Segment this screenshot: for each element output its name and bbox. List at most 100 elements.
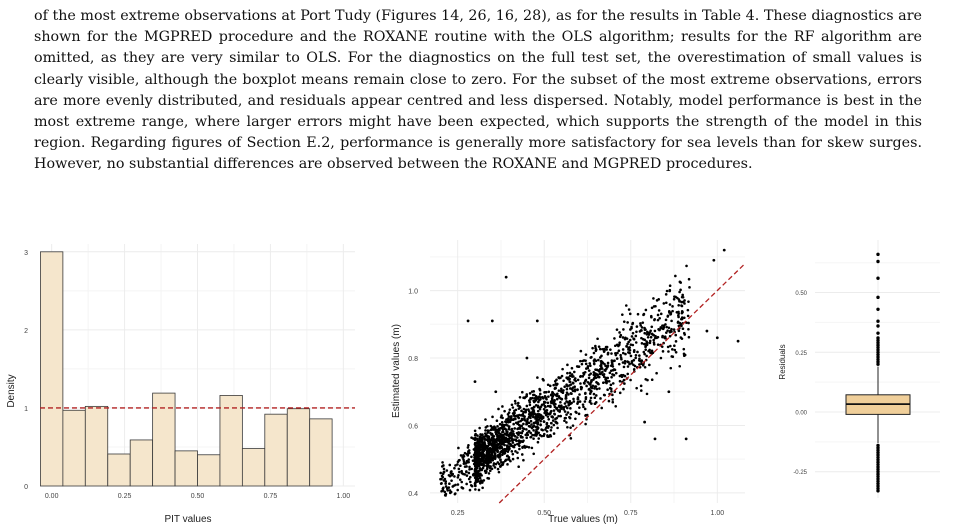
scatter-point: [466, 460, 470, 464]
scatter-point: [542, 407, 546, 411]
scatter-point: [609, 348, 612, 351]
scatter-point: [569, 392, 573, 395]
scatter-point: [645, 340, 648, 343]
scatter-point: [503, 409, 506, 413]
scatter-point: [552, 409, 556, 412]
scatter-point: [473, 441, 477, 445]
scatter-point: [610, 390, 613, 393]
scatter-point: [517, 439, 521, 442]
scatter-point: [499, 464, 502, 468]
scatter-point: [584, 422, 587, 426]
scatter-point: [614, 404, 618, 408]
scatter-point: [628, 362, 631, 366]
scatter-point: [566, 363, 569, 367]
scatter-point: [525, 428, 528, 431]
box-outlier-point: [876, 465, 880, 469]
scatter-point: [513, 409, 516, 413]
scatter-point: [488, 466, 492, 470]
scatter-point: [505, 420, 508, 424]
box-outlier-point: [876, 345, 880, 350]
scatter-point: [490, 319, 494, 323]
scatter-point: [491, 441, 494, 445]
scatter-point: [682, 352, 686, 356]
hist-x-tick-label: 0.75: [264, 493, 278, 500]
scatter-point: [643, 331, 647, 335]
scatter-point: [490, 426, 494, 429]
scatter-point: [576, 398, 580, 401]
scatter-point: [588, 362, 592, 365]
scatter-point: [666, 314, 670, 318]
scatter-point: [525, 436, 529, 440]
scatter-point: [473, 467, 477, 471]
scatter-point: [705, 329, 709, 333]
box-outlier-point: [876, 448, 880, 452]
scatter-point: [571, 424, 575, 427]
scatter-point: [476, 434, 479, 437]
scatter-point: [687, 277, 691, 281]
scatter-point: [532, 437, 535, 440]
scatter-point: [528, 403, 532, 407]
scatter-point: [518, 447, 521, 451]
scatter-point: [456, 488, 460, 492]
scatter-point: [677, 315, 680, 319]
scatter-point: [652, 305, 656, 308]
scatter-point: [460, 469, 463, 473]
scatter-point: [668, 329, 672, 333]
scatter-point: [650, 332, 654, 336]
scatter-point: [521, 445, 524, 449]
scatter-identity-line: [498, 263, 746, 504]
scatter-point: [643, 365, 647, 369]
scatter-point: [587, 376, 591, 380]
scatter-point: [474, 474, 478, 478]
scatter-point: [588, 373, 591, 377]
scatter-point: [514, 450, 517, 453]
scatter-point: [584, 391, 587, 395]
scatter-point: [578, 400, 582, 403]
scatter-point: [686, 314, 690, 318]
scatter-point: [470, 455, 473, 459]
scatter-point: [442, 479, 446, 482]
scatter-point: [528, 425, 532, 428]
scatter-point: [510, 415, 513, 418]
scatter-point: [639, 384, 643, 388]
box-outlier-point: [876, 295, 880, 300]
scatter-point: [535, 428, 538, 432]
scatter-point: [576, 396, 580, 399]
scatter-point: [597, 358, 600, 362]
scatter-point: [568, 380, 572, 384]
scatter-point: [584, 362, 588, 366]
scatter-point: [492, 462, 496, 465]
scatter-point: [522, 422, 525, 426]
scatter-point: [639, 389, 643, 392]
scatter-point: [618, 379, 622, 383]
scatter-point: [557, 404, 561, 408]
scatter-point: [540, 434, 543, 438]
scatter-point: [621, 361, 625, 364]
scatter-point: [571, 375, 574, 378]
scatter-point: [559, 414, 562, 418]
scatter-point: [588, 399, 592, 403]
scatter-point: [681, 327, 685, 331]
scatter-point: [558, 409, 562, 412]
scatter-point: [598, 347, 602, 351]
scatter-point: [632, 363, 635, 367]
scatter-point: [687, 321, 690, 325]
box-outlier-point: [876, 467, 880, 472]
scatter-point: [451, 472, 455, 476]
scatter-point: [513, 427, 517, 430]
scatter-point: [456, 483, 460, 486]
scatter-point: [493, 451, 497, 455]
scatter-point: [667, 350, 670, 353]
scatter-point: [485, 438, 489, 441]
scatter-x-tick-label: 0.25: [451, 510, 465, 517]
scatter-point: [618, 343, 621, 347]
scatter-point: [640, 336, 643, 340]
scatter-point: [526, 419, 529, 423]
scatter-point: [678, 299, 681, 303]
scatter-point: [611, 400, 615, 404]
scatter-point: [527, 446, 531, 449]
scatter-point: [598, 387, 601, 390]
scatter-point: [590, 402, 593, 405]
scatter-point: [584, 353, 588, 356]
scatter-point: [544, 413, 548, 417]
